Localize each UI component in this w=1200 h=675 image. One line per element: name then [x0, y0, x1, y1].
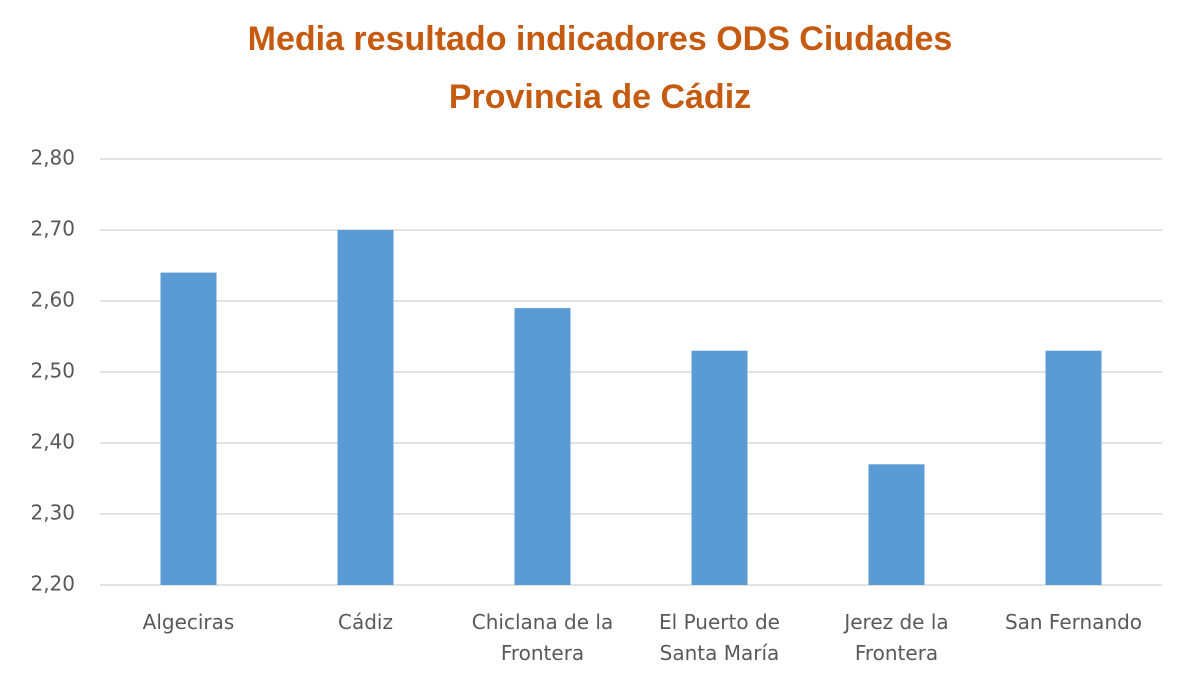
- chart-title: Media resultado indicadores ODS Ciudades…: [247, 20, 953, 116]
- y-tick-label: 2,50: [30, 359, 75, 383]
- bar: [1045, 350, 1102, 585]
- y-tick-label: 2,30: [30, 501, 75, 525]
- y-tick-label: 2,60: [30, 288, 75, 312]
- y-tick-label: 2,40: [30, 430, 75, 454]
- x-tick-label: El Puerto de Santa María: [659, 610, 780, 665]
- x-tick-label: Jerez de la Frontera: [844, 610, 949, 665]
- bar: [514, 308, 571, 585]
- x-tick-label: Cádiz: [338, 610, 393, 634]
- y-tick-label: 2,80: [30, 146, 75, 170]
- x-tick-label: Algeciras: [142, 610, 235, 634]
- y-tick-label: 2,20: [30, 572, 75, 596]
- x-tick-label: Chiclana de la Frontera: [471, 610, 614, 665]
- bar: [337, 230, 394, 585]
- bar: [691, 350, 748, 585]
- bar: [160, 272, 217, 585]
- y-tick-label: 2,70: [30, 217, 75, 241]
- x-tick-label: San Fernando: [1004, 610, 1143, 634]
- bar: [868, 464, 925, 585]
